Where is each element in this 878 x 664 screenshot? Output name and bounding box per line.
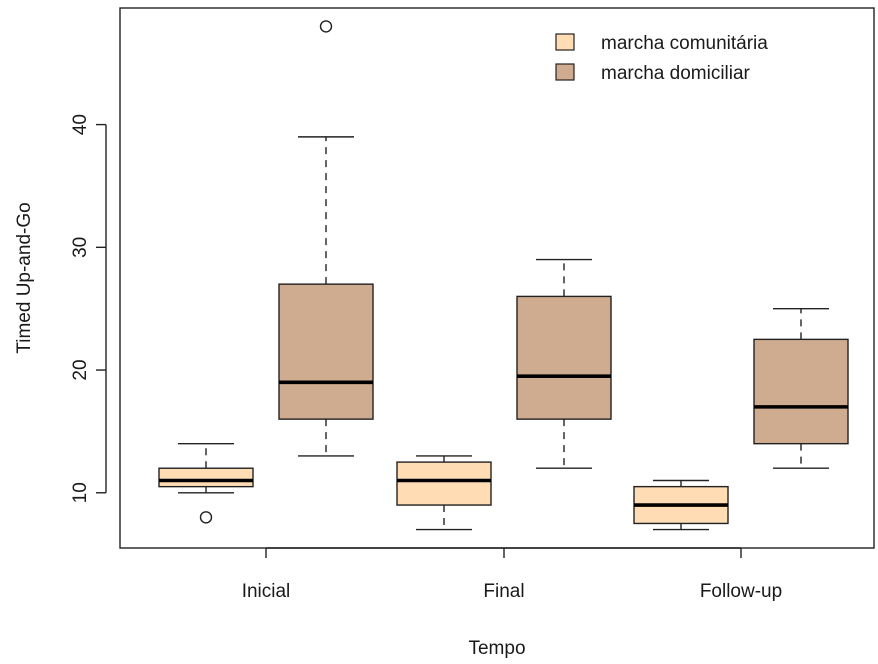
box-iqr — [396, 461, 492, 506]
box-iqr — [158, 467, 254, 488]
box-iqr — [516, 295, 612, 420]
plot-frame — [119, 7, 875, 549]
x-axis-title: Tempo — [468, 638, 525, 659]
boxes — [158, 20, 849, 531]
outlier-point — [199, 511, 213, 524]
outlier-point — [319, 20, 333, 33]
legend-label: marcha comunitária — [601, 33, 768, 54]
box-group — [396, 455, 492, 531]
y-tick-label: 30 — [70, 237, 91, 258]
box-group — [158, 442, 254, 524]
x-axis: Inicial Final Follow-up — [242, 547, 782, 602]
legend-swatch — [555, 33, 575, 51]
x-tick-label: Inicial — [242, 581, 291, 602]
y-tick-label: 40 — [70, 114, 91, 135]
y-tick-label: 20 — [70, 359, 91, 380]
y-axis: 10 20 30 40 — [70, 114, 107, 503]
box-group — [633, 479, 729, 531]
legend-swatch — [555, 63, 575, 81]
y-axis-title: Timed Up-and-Go — [14, 202, 35, 353]
box-iqr — [753, 338, 849, 445]
box-group — [516, 258, 612, 469]
box-group — [753, 307, 849, 469]
box-iqr — [278, 283, 374, 420]
legend: marcha comunitária marcha domiciliar — [555, 33, 768, 84]
y-tick-label: 10 — [70, 482, 91, 503]
legend-label: marcha domiciliar — [601, 63, 751, 84]
x-tick-label: Final — [483, 581, 524, 602]
x-tick-label: Follow-up — [700, 581, 782, 602]
box-group — [278, 20, 374, 457]
